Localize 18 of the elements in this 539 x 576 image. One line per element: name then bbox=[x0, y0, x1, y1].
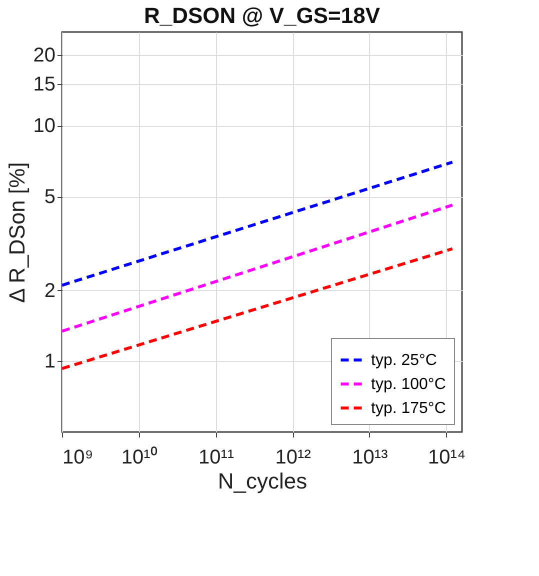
x-tick-label: 10¹⁰ bbox=[121, 446, 158, 468]
y-tick-label: 10 bbox=[33, 115, 56, 138]
x-tick-label: 10⁹ bbox=[62, 446, 94, 468]
y-tick-label: 15 bbox=[33, 74, 56, 96]
legend-label: typ. 175°C bbox=[371, 400, 446, 417]
legend-label: typ. 100°C bbox=[371, 376, 446, 393]
y-tick-label: 2 bbox=[44, 280, 56, 302]
legend-label: typ. 25°C bbox=[371, 352, 437, 369]
y-tick-label: 5 bbox=[44, 186, 56, 208]
y-tick-label: 1 bbox=[44, 350, 56, 373]
y-tick-label: 20 bbox=[33, 44, 56, 66]
x-tick-label: 10¹³ bbox=[352, 446, 388, 468]
x-tick-label: 10¹⁴ bbox=[428, 446, 466, 468]
y-axis-title: Δ R_DSon [%] bbox=[4, 162, 30, 303]
x-axis-title: N_cycles bbox=[218, 468, 308, 494]
x-tick-label: 10¹¹ bbox=[198, 446, 234, 468]
x-tick-label: 10¹² bbox=[275, 446, 312, 468]
chart-title: R_DSON @ V_GS=18V bbox=[144, 3, 380, 28]
